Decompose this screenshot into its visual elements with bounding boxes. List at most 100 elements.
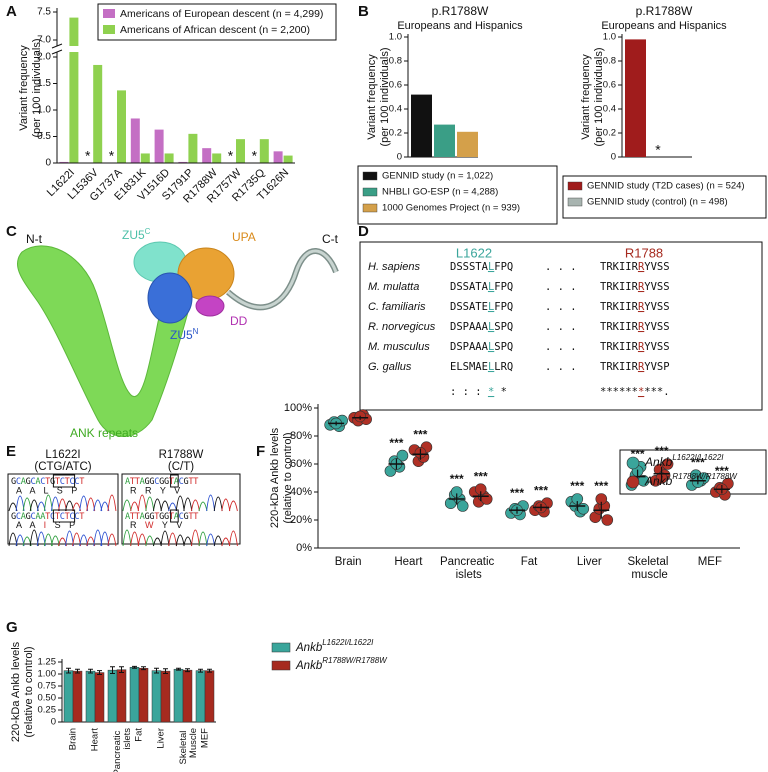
legend-swatch xyxy=(567,197,583,207)
data-point xyxy=(456,500,469,512)
residue: TRKIIR xyxy=(600,301,639,313)
alignment-box xyxy=(359,241,763,411)
legend-label: GENNID study (T2D cases) (n = 524) xyxy=(587,181,745,192)
bar xyxy=(129,667,140,723)
residue: SPQ xyxy=(494,321,513,333)
bar xyxy=(259,139,269,163)
residues: R W Y V xyxy=(130,520,185,530)
trace-peak xyxy=(65,500,74,512)
bar xyxy=(457,131,478,157)
y-axis-label: (relative to control) xyxy=(282,432,294,523)
y-axis-label: 220-kDa Ankb levels xyxy=(10,641,22,742)
legend-superscript: R1788W/R1788W xyxy=(322,656,388,665)
zu5c-label: ZU5C xyxy=(122,227,151,242)
y-tick-label: 1.5 xyxy=(37,78,51,89)
error-bar xyxy=(132,665,137,669)
residue: : : : xyxy=(450,386,488,398)
trace-peak xyxy=(107,533,117,547)
x-tick-label: MEF xyxy=(698,556,722,568)
trace-peak xyxy=(168,532,178,547)
sequence: ELSMAELLRQ xyxy=(450,361,513,373)
trace-peak xyxy=(72,532,82,547)
legend-label: GENNID study (n = 1,022) xyxy=(382,171,493,182)
error-bar xyxy=(97,670,102,675)
y-tick-label: 100% xyxy=(284,402,312,414)
legend-label: GENNID study (control) (n = 498) xyxy=(587,197,728,208)
trace-peak xyxy=(58,498,67,512)
value-label: * xyxy=(655,142,661,158)
species: C. familiaris xyxy=(368,301,426,313)
trace-peak xyxy=(221,537,231,547)
significance-label: *** xyxy=(655,444,669,458)
trace-peak xyxy=(221,498,231,512)
y-tick-label: 0 xyxy=(51,717,56,728)
y-tick-label: 2.0 xyxy=(37,52,51,63)
legend-marker xyxy=(626,456,640,470)
trace-peak xyxy=(79,495,89,512)
residue: DSSATA xyxy=(450,281,489,293)
trace-peak xyxy=(93,499,103,512)
zu5n-domain xyxy=(147,272,193,324)
trace-peak xyxy=(65,530,74,547)
legend-swatch xyxy=(271,642,291,653)
y-tick-label: 1.0 xyxy=(37,105,51,116)
bar xyxy=(116,669,127,723)
y-tick-label: 40% xyxy=(290,486,312,498)
bar xyxy=(151,670,162,723)
sequence: DSPAAALSPQ xyxy=(450,321,513,333)
trace-peak xyxy=(122,529,132,547)
panel-label: G xyxy=(6,619,18,636)
residue: L xyxy=(488,301,494,313)
species: G. gallus xyxy=(368,361,412,373)
panel-label: F xyxy=(256,443,265,460)
gap: . . . xyxy=(545,301,577,313)
y-tick-label: 0.6 xyxy=(603,80,616,91)
species: M. mulatta xyxy=(368,281,419,293)
y-tick-label: 0.4 xyxy=(389,104,402,115)
trace-peak xyxy=(36,531,46,547)
residue: TRKIIR xyxy=(600,341,639,353)
legend-superscript: L1622I/L1622I xyxy=(322,638,374,647)
y-tick-label: 0.8 xyxy=(389,56,402,67)
panel-label: D xyxy=(358,223,369,240)
trace-peak xyxy=(183,497,193,512)
sequence: TRKIIRRYVSS xyxy=(600,341,670,353)
gap: . . . xyxy=(545,341,577,353)
residue: TRKIIR xyxy=(600,261,639,273)
legend-label: AnkbR1788W/R1788W xyxy=(644,472,738,488)
bar xyxy=(94,672,105,723)
zu5n-label: ZU5N xyxy=(170,327,199,342)
residue: DSSATE xyxy=(450,301,488,313)
residue: SPQ xyxy=(494,341,513,353)
panel-label: E xyxy=(6,443,16,460)
y-tick-label: 0.2 xyxy=(603,128,616,139)
trace-peak xyxy=(93,529,103,547)
bar xyxy=(625,39,646,157)
x-tick-label: Heart xyxy=(90,728,101,752)
trace-peak xyxy=(130,501,140,512)
sequence: DSSSTALFPQ xyxy=(450,261,513,273)
data-point xyxy=(601,514,614,526)
data-point xyxy=(480,493,493,505)
x-tick-label: Brain xyxy=(335,556,362,568)
legend-swatch xyxy=(362,171,378,181)
y-axis-label: Variant frequency xyxy=(18,45,30,131)
legend-swatch xyxy=(362,203,378,213)
bar xyxy=(411,94,432,157)
y-tick-label: 1.0 xyxy=(389,32,402,43)
trace-peak xyxy=(160,530,170,547)
trace-peak xyxy=(145,496,155,512)
y-tick-label: 60% xyxy=(290,458,312,470)
site-label: L1622 xyxy=(456,245,492,260)
y-tick-label: 0 xyxy=(45,158,51,169)
axis-break xyxy=(51,43,63,55)
error-bar xyxy=(154,667,159,674)
trace-peak xyxy=(152,498,162,512)
trace-peak xyxy=(137,494,147,512)
residue: TRKIIR xyxy=(600,321,639,333)
bar xyxy=(204,670,215,723)
y-tick-label: 0.8 xyxy=(603,56,616,67)
trace-peak xyxy=(228,530,238,547)
significance-label: *** xyxy=(413,427,427,441)
